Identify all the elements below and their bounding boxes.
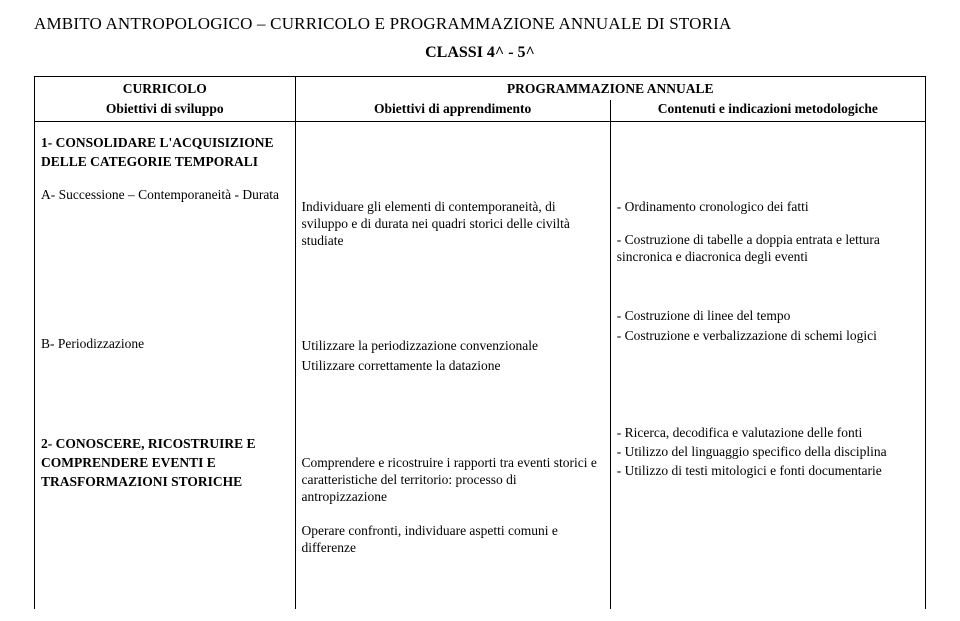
header-row-top: CURRICOLO PROGRAMMAZIONE ANNUALE <box>35 77 926 101</box>
doc-subtitle: CLASSI 4^ - 5^ <box>34 44 926 62</box>
cnt-schemi: - Costruzione e verbalizzazione di schem… <box>617 327 919 344</box>
obj-individuare: Individuare gli elementi di contemporane… <box>302 198 604 250</box>
item-b-periodizzazione: B- Periodizzazione <box>41 335 289 352</box>
header-row-bottom: Obiettivi di sviluppo Obiettivi di appre… <box>35 100 926 121</box>
hdr-obiettivi-apprendimento: Obiettivi di apprendimento <box>295 100 610 121</box>
section-2-line3: TRASFORMAZIONI STORICHE <box>41 473 289 490</box>
section-1-line2: DELLE CATEGORIE TEMPORALI <box>41 153 289 170</box>
cnt-tabelle: - Costruzione di tabelle a doppia entrat… <box>617 231 919 266</box>
section-1-line1: 1- CONSOLIDARE L'ACQUISIZIONE <box>41 134 289 151</box>
cnt-ordinamento: - Ordinamento cronologico dei fatti <box>617 198 919 215</box>
hdr-obiettivi-sviluppo: Obiettivi di sviluppo <box>35 100 296 121</box>
cnt-linee-tempo: - Costruzione di linee del tempo <box>617 307 919 324</box>
obj-periodizzazione: Utilizzare la periodizzazione convenzion… <box>302 337 604 354</box>
obj-datazione: Utilizzare correttamente la datazione <box>302 357 604 374</box>
col-contenuti: - Ordinamento cronologico dei fatti - Co… <box>610 121 925 609</box>
col-obiettivi-apprendimento: Individuare gli elementi di contemporane… <box>295 121 610 609</box>
obj-confronti: Operare confronti, individuare aspetti c… <box>302 522 604 557</box>
item-a-successione: A- Successione – Contemporaneità - Durat… <box>41 186 289 203</box>
cnt-linguaggio: - Utilizzo del linguaggio specifico dell… <box>617 443 919 460</box>
obj-comprendere: Comprendere e ricostruire i rapporti tra… <box>302 454 604 506</box>
col-obiettivi-sviluppo: 1- CONSOLIDARE L'ACQUISIZIONE DELLE CATE… <box>35 121 296 609</box>
hdr-contenuti: Contenuti e indicazioni metodologiche <box>610 100 925 121</box>
section-2-line2: COMPRENDERE EVENTI E <box>41 454 289 471</box>
page: AMBITO ANTROPOLOGICO – CURRICOLO E PROGR… <box>0 0 960 621</box>
body-row: 1- CONSOLIDARE L'ACQUISIZIONE DELLE CATE… <box>35 121 926 609</box>
cnt-ricerca: - Ricerca, decodifica e valutazione dell… <box>617 424 919 441</box>
hdr-programmazione: PROGRAMMAZIONE ANNUALE <box>295 77 926 101</box>
section-2-line1: 2- CONOSCERE, RICOSTRUIRE E <box>41 435 289 452</box>
doc-title: AMBITO ANTROPOLOGICO – CURRICOLO E PROGR… <box>34 14 926 34</box>
cnt-testi: - Utilizzo di testi mitologici e fonti d… <box>617 462 919 479</box>
main-table: CURRICOLO PROGRAMMAZIONE ANNUALE Obietti… <box>34 76 926 609</box>
hdr-curricolo: CURRICOLO <box>35 77 296 101</box>
